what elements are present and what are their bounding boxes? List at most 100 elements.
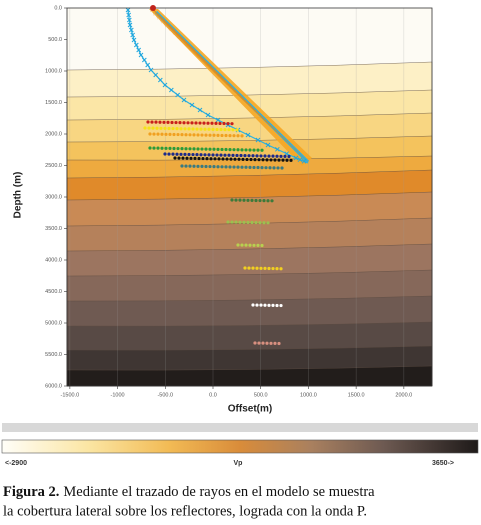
hit-point [188,133,192,137]
hit-point [249,157,253,162]
hit-point [228,148,232,152]
hit-point [225,157,229,161]
x-tick-label: 1500.0 [348,392,365,398]
hit-point [252,243,256,247]
hit-point [257,158,261,162]
hit-point [164,146,168,150]
hit-point [279,154,283,158]
ticks: 0.0 500.0 1000.0 1500.0 2000.0 2500.0 3000.0 35… [45,5,412,398]
hit-point [177,156,181,160]
hit-point [143,126,147,130]
colorbar [1,439,479,454]
hit-point [267,266,271,271]
hit-point [175,152,179,156]
hit-point [246,198,250,202]
hit-point [279,303,283,308]
receiver [205,112,211,118]
y-tick-label: 3500.0 [45,226,62,232]
receiver [175,92,181,98]
hit-point [276,166,280,170]
x-tick-label: -1000 [111,392,125,398]
hit-point [222,121,226,126]
y-tick-label: 4500.0 [45,289,62,295]
hit-point [232,165,236,169]
hit-point [228,134,232,138]
hit-point [235,153,239,158]
hit-point [182,121,186,125]
hit-point [232,134,236,138]
hit-point [230,198,234,202]
hit-point [244,148,248,152]
hit-point [248,148,252,152]
x-tick-label: 2000.0 [395,392,412,398]
hit-point [257,341,261,345]
hit-point [184,133,188,137]
hit-point [187,127,191,131]
hit-point [234,220,238,224]
hit-point [200,133,204,137]
receiver [189,102,195,108]
hit-point [155,126,159,130]
hit-point [230,122,234,126]
hit-point [154,120,158,124]
colorbar-min: <-2900 [5,460,27,467]
hit-point [207,153,211,157]
hit-point [244,165,248,169]
reflector-points [143,120,293,346]
hit-point [220,133,224,138]
hit-point [158,120,162,124]
hit-point [246,220,250,224]
hit-point [251,154,255,158]
hit-point [264,166,268,170]
x-tick-label: 1000.0 [300,392,317,398]
hit-point [178,121,182,125]
caption-text: Mediante el trazado de rayos en el model… [63,484,375,500]
hit-point [189,156,193,160]
hit-point [184,164,188,168]
hit-point [180,147,184,151]
ray [152,8,309,163]
hit-point [259,266,263,270]
hit-point [167,126,171,131]
hit-point [228,165,232,169]
receiver [265,142,271,148]
hit-point [211,153,215,157]
hit-point [266,199,270,203]
hit-point [199,153,203,157]
receiver [125,7,131,13]
hit-point [191,127,195,131]
hit-point [188,164,192,168]
receiver [131,37,137,43]
hit-point [167,152,171,156]
hit-point [160,132,164,136]
hit-point [187,152,191,157]
hit-point [219,153,223,157]
y-tick-label: 2500.0 [45,163,62,169]
hit-point [150,120,154,124]
hit-point [267,303,271,307]
hit-point [217,157,221,161]
hit-point [164,132,168,136]
receiver [133,42,139,48]
hit-point [255,303,259,307]
hit-point [152,146,156,150]
hit-point [201,156,205,161]
hit-point [199,127,203,131]
x-tick-label: 0.0 [209,392,217,398]
receiver [138,52,144,58]
hit-point [231,153,235,157]
hit-point [192,164,196,168]
hit-point [200,147,204,151]
hit-point [172,146,176,151]
hit-point [190,121,194,125]
hit-point [221,157,225,161]
hit-point [258,198,262,203]
hit-point [252,148,256,152]
hit-point [175,127,179,131]
hit-point [285,158,289,162]
hit-point [185,156,189,160]
hit-point [174,120,178,125]
hit-point [204,164,208,169]
caption-label: Figura 2. [3,484,59,500]
